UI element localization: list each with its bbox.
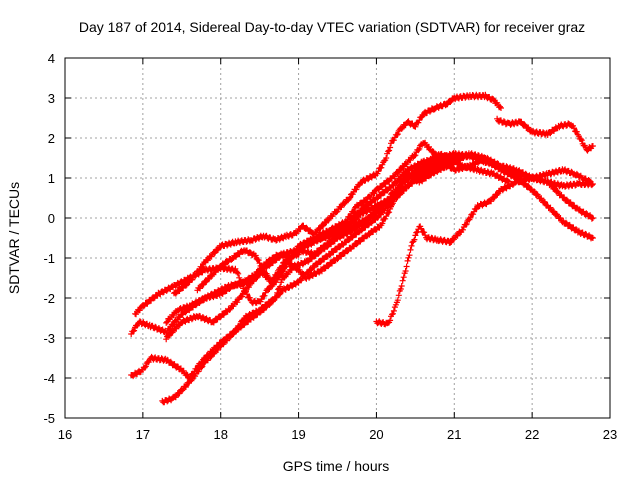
y-tick-label: 0 — [48, 211, 55, 226]
y-axis: -5 -4 -3 -2 -1 0 1 2 3 4 — [43, 51, 610, 426]
plot-area — [64, 57, 611, 419]
x-tick-label: 21 — [447, 427, 461, 442]
y-tick-label: 2 — [48, 131, 55, 146]
data-point-markers — [171, 91, 504, 297]
y-tick-label: 1 — [48, 171, 55, 186]
x-tick-label: 17 — [136, 427, 150, 442]
chart-title: Day 187 of 2014, Sidereal Day-to-day VTE… — [79, 19, 585, 35]
data-series — [128, 91, 596, 406]
x-tick-label: 18 — [213, 427, 227, 442]
y-tick-label: -1 — [43, 251, 55, 266]
x-tick-label: 23 — [603, 427, 617, 442]
y-tick-label: -3 — [43, 331, 55, 346]
x-tick-label: 19 — [291, 427, 305, 442]
y-tick-label: 4 — [48, 51, 55, 66]
series-track-5 — [163, 150, 512, 326]
y-axis-label: SDTVAR / TECUs — [6, 182, 22, 294]
series-track-7 — [194, 155, 466, 294]
y-tick-label: -4 — [43, 371, 55, 386]
data-point-markers — [373, 166, 594, 328]
series-track-10 — [373, 166, 594, 328]
y-tick-label: -2 — [43, 291, 55, 306]
data-point-markers — [494, 115, 596, 154]
series-track-9 — [494, 115, 596, 154]
x-tick-label: 22 — [525, 427, 539, 442]
x-tick-label: 20 — [369, 427, 383, 442]
y-tick-label: 3 — [48, 91, 55, 106]
series-track-8 — [171, 91, 504, 297]
plot-frame — [64, 57, 611, 419]
data-point-markers — [163, 150, 512, 326]
data-point-markers — [194, 155, 466, 294]
x-tick-label: 16 — [58, 427, 72, 442]
x-axis: 16 17 18 19 20 21 22 23 — [58, 58, 617, 442]
y-tick-label: -5 — [43, 411, 55, 426]
x-axis-label: GPS time / hours — [283, 458, 390, 474]
